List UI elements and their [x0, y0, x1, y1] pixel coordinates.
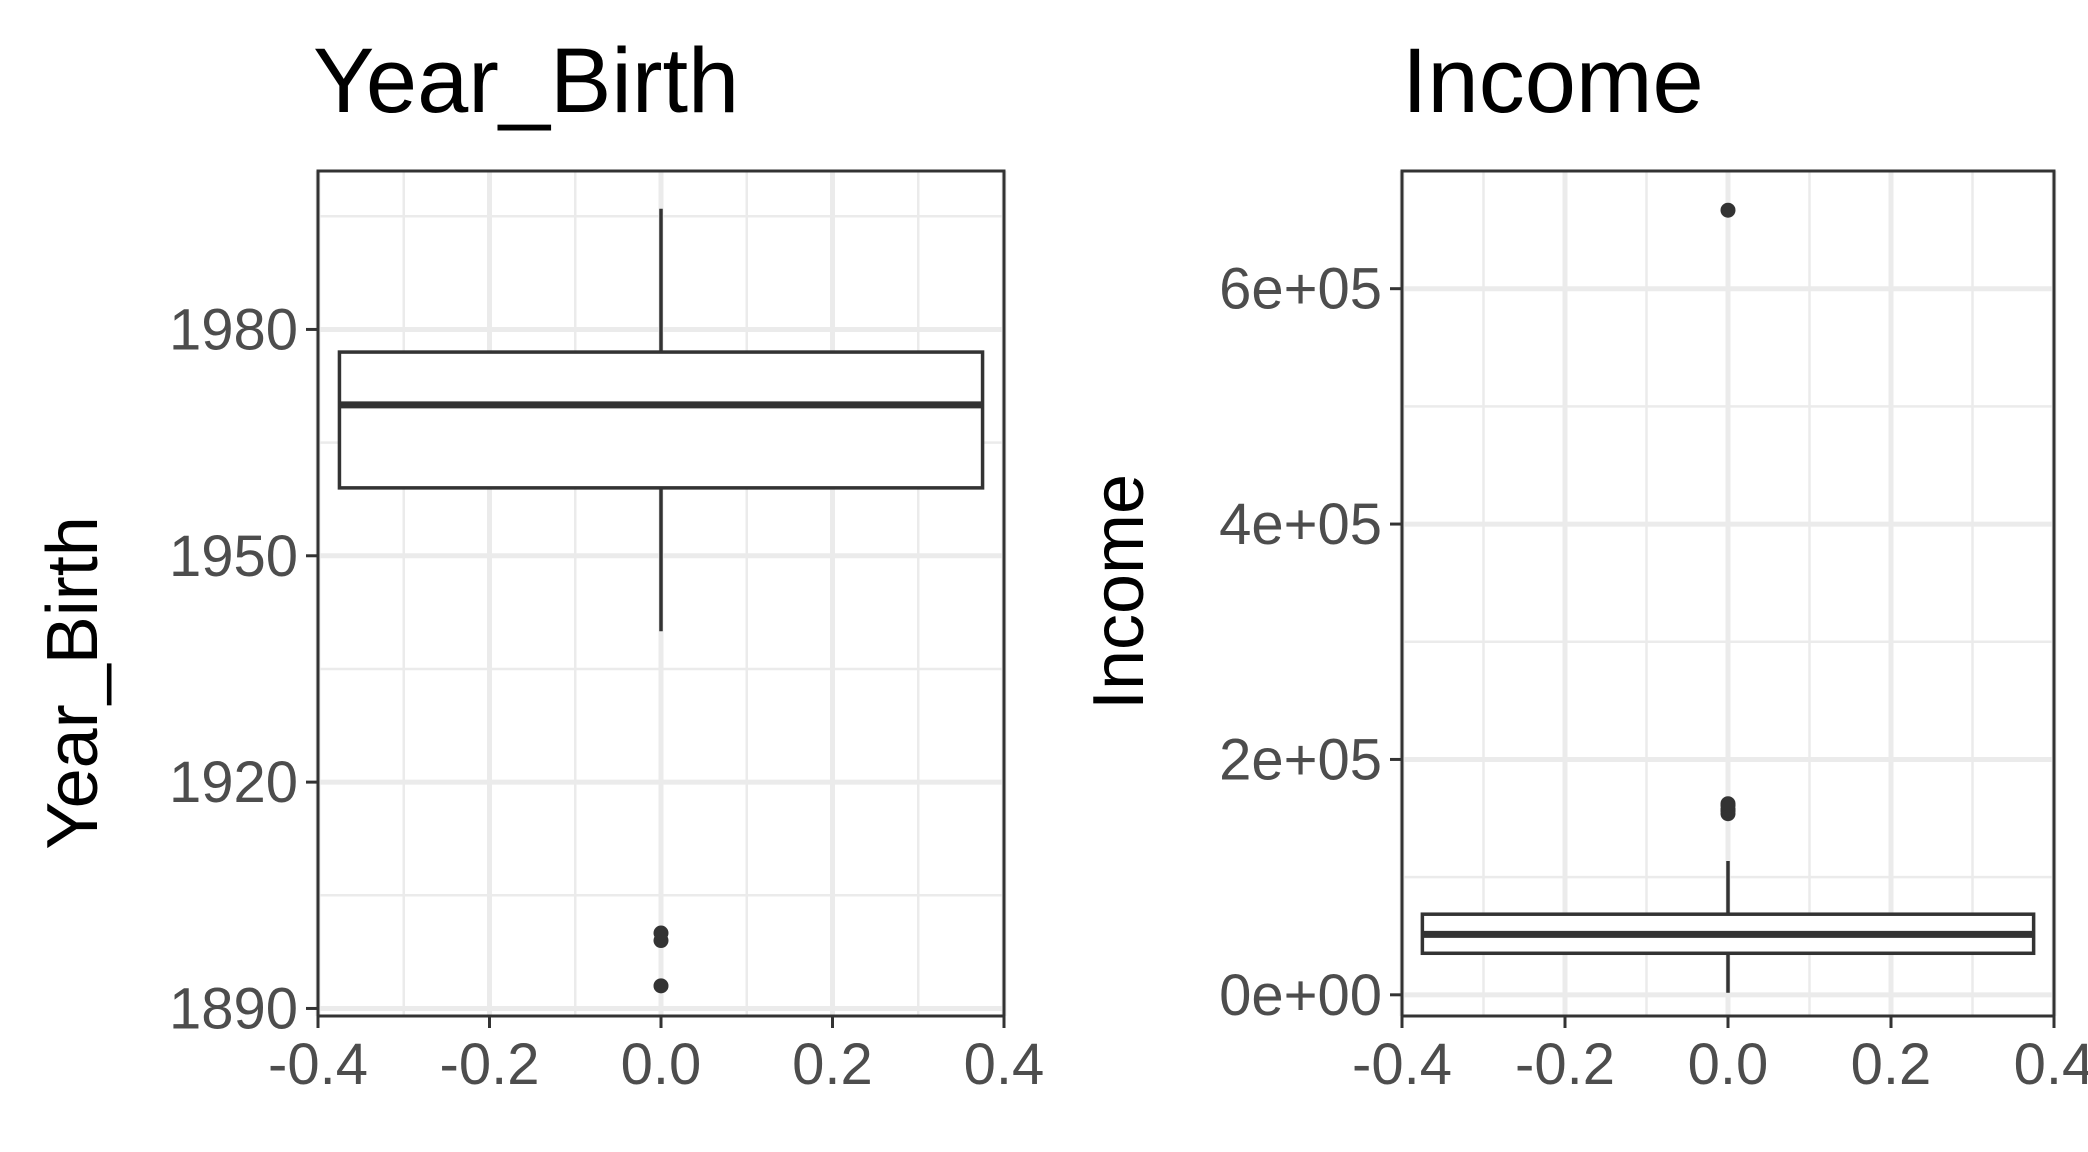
y-tick-label: 6e+05: [1219, 257, 1382, 322]
panel-title: Income: [1402, 30, 1704, 132]
boxplot: [1420, 202, 2036, 993]
x-tick-label: 0.0: [621, 1032, 702, 1097]
year-birth-panel: Year_Birth Year_Birth -0.4 -0.2 0.0 0.2 0.4 1…: [33, 30, 1044, 1097]
x-tick-label: 0.4: [964, 1032, 1045, 1097]
x-tick-label: 0.2: [1851, 1032, 1932, 1097]
x-tick-label: 0.2: [792, 1032, 873, 1097]
outlier-point: [1720, 202, 1736, 218]
x-tick-label: -0.4: [268, 1032, 368, 1097]
outlier-point: [653, 925, 669, 941]
x-tick-label: 0.4: [2014, 1032, 2088, 1097]
y-tick-label: 4e+05: [1219, 492, 1382, 557]
boxplot: [337, 208, 985, 994]
y-tick-label: 1920: [169, 750, 298, 815]
y-tick-label: 0e+00: [1219, 963, 1382, 1028]
y-tick-label: 1890: [169, 976, 298, 1041]
axes: -0.4 -0.2 0.0 0.2 0.4 1890 1920 1950 1980: [169, 297, 1044, 1097]
outlier-point: [1720, 796, 1736, 812]
panel-title: Year_Birth: [313, 30, 739, 132]
x-tick-label: -0.2: [1515, 1032, 1615, 1097]
y-axis-label: Year_Birth: [33, 516, 113, 850]
y-tick-label: 1950: [169, 524, 298, 589]
outlier-point: [653, 978, 669, 994]
y-tick-label: 1980: [169, 297, 298, 362]
y-tick-label: 2e+05: [1219, 727, 1382, 792]
axes: -0.4 -0.2 0.0 0.2 0.4 0e+00 2e+05 4e+05 6e+05: [1219, 257, 2088, 1097]
income-panel: Income Income -0.4 -0.2 0.0 0.2 0.4 0e+00 2e+0…: [1079, 30, 2088, 1097]
x-tick-label: 0.0: [1688, 1032, 1769, 1097]
x-tick-label: -0.2: [440, 1032, 540, 1097]
iqr-box: [337, 350, 985, 490]
y-axis-label: Income: [1079, 474, 1159, 710]
x-tick-label: -0.4: [1352, 1032, 1452, 1097]
